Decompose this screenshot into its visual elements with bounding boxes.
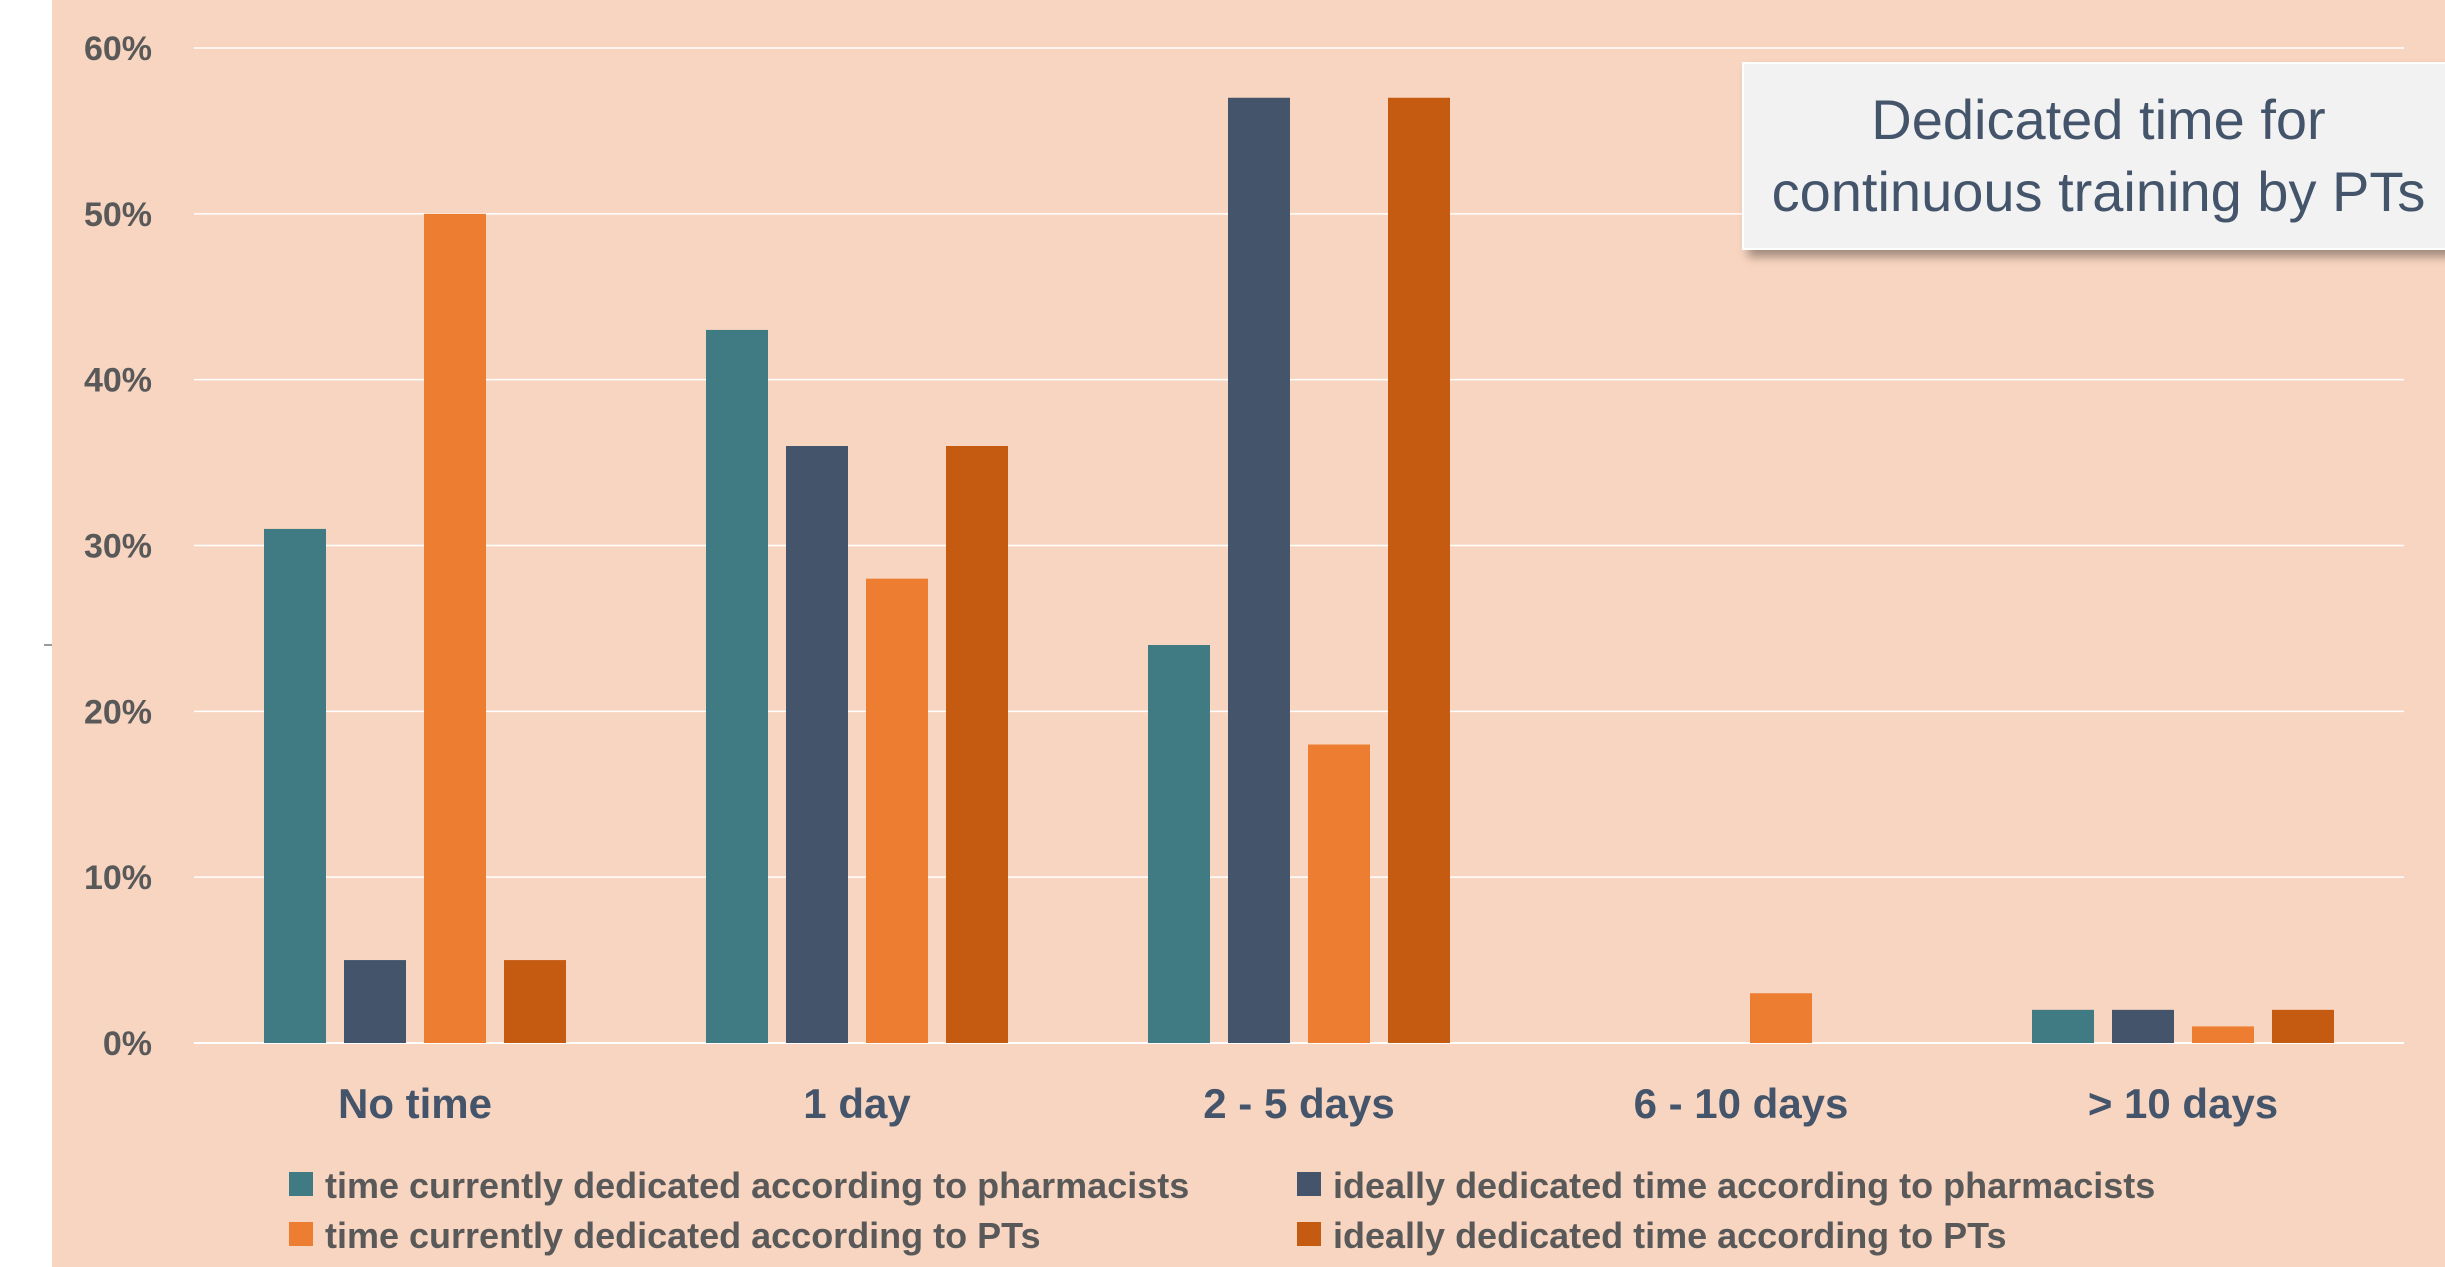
bar [946, 446, 1008, 1043]
legend-swatch [1297, 1222, 1321, 1246]
y-tick-label: 60% [84, 30, 152, 68]
y-tick-label: 0% [103, 1025, 152, 1063]
y-tick-label: 40% [84, 362, 152, 400]
chart-panel: 0% 10% 20% 30% 40% 50% 60% No time 1 day 2 - 5 da… [52, 0, 2445, 1267]
legend-label: ideally dedicated time according to PTs [1333, 1215, 2007, 1256]
bar [1308, 744, 1370, 1043]
bar [1228, 97, 1290, 1043]
bar [706, 329, 768, 1044]
bar [2032, 1009, 2094, 1043]
x-category-label: 6 - 10 days [1634, 1080, 1849, 1127]
legend-label: time currently dedicated according to ph… [325, 1165, 1189, 1206]
y-tick-label: 10% [84, 859, 152, 897]
bar [344, 960, 406, 1043]
bar [264, 528, 326, 1043]
legend-swatch [289, 1172, 313, 1196]
legend-swatch [1297, 1172, 1321, 1196]
stray-axis-tick [44, 644, 52, 646]
x-category-label: No time [338, 1080, 492, 1127]
legend-label: ideally dedicated time according to phar… [1333, 1165, 2155, 1206]
legend-swatch [289, 1222, 313, 1246]
y-tick-label: 20% [84, 693, 152, 731]
bar [1148, 645, 1210, 1043]
bar [1388, 97, 1450, 1043]
bar [424, 213, 486, 1044]
chart-title-box: Dedicated time for continuous training b… [1742, 62, 2445, 250]
bar [2272, 1009, 2334, 1043]
chart-title: Dedicated time for continuous training b… [1771, 88, 2426, 223]
x-category-label: > 10 days [2088, 1080, 2278, 1127]
y-tick-label: 50% [84, 196, 152, 234]
bar [2112, 1009, 2174, 1043]
bar [866, 578, 928, 1043]
x-category-label: 2 - 5 days [1203, 1080, 1394, 1127]
bar [504, 960, 566, 1043]
bar [2192, 1026, 2254, 1043]
x-category-label: 1 day [803, 1080, 911, 1127]
bar [786, 446, 848, 1043]
legend-label: time currently dedicated according to PT… [325, 1215, 1041, 1256]
y-tick-label: 30% [84, 528, 152, 566]
bar [1750, 993, 1812, 1043]
